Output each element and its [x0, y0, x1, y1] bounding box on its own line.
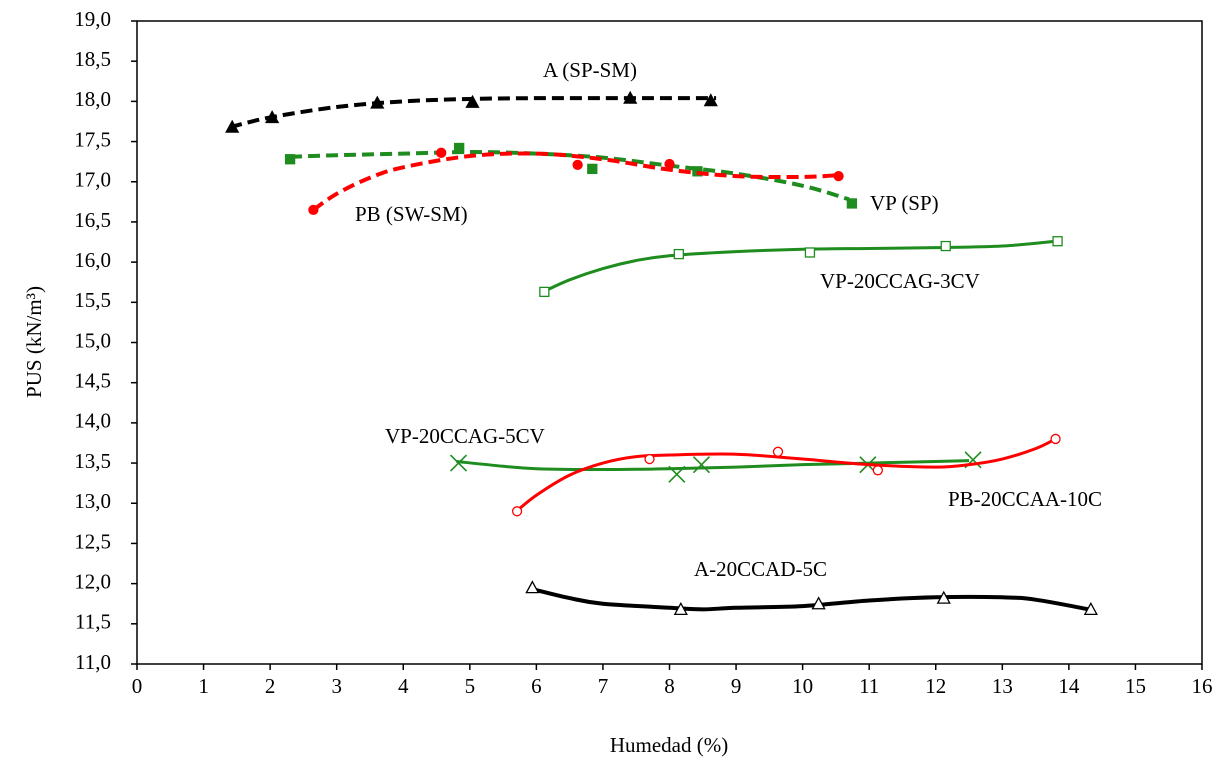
- fit-line: [229, 96, 717, 130]
- marker: [703, 93, 718, 107]
- fit-line: [529, 586, 1090, 612]
- marker: [572, 159, 583, 171]
- y-tick-label: 16,0: [74, 248, 111, 272]
- series-label: A (SP-SM): [543, 58, 637, 82]
- x-tick-label: 1: [198, 674, 209, 698]
- y-tick-label: 16,5: [74, 208, 111, 232]
- y-tick-label: 15,5: [74, 288, 111, 312]
- marker: [664, 158, 675, 170]
- marker: [1052, 236, 1063, 247]
- series-label: PB-20CCAA-10C: [948, 487, 1102, 511]
- marker: [308, 204, 319, 216]
- marker: [465, 94, 480, 108]
- marker: [872, 465, 883, 476]
- x-tick-label: 5: [465, 674, 476, 698]
- marker: [436, 147, 447, 158]
- x-tick-label: 12: [925, 674, 946, 698]
- marker: [644, 453, 655, 465]
- fit-line: [515, 437, 1057, 513]
- marker: [772, 446, 784, 457]
- marker: [449, 454, 468, 472]
- y-tick-label: 19,0: [74, 7, 111, 31]
- x-tick-label: 10: [792, 674, 813, 698]
- y-tick-label: 14,5: [74, 369, 111, 393]
- marker: [265, 110, 280, 124]
- x-axis-title: Humedad (%): [610, 733, 728, 757]
- fit-line: [456, 459, 970, 471]
- marker: [936, 590, 951, 604]
- marker: [587, 163, 598, 175]
- marker: [623, 90, 638, 104]
- marker: [673, 601, 688, 615]
- x-tick-label: 4: [398, 674, 409, 698]
- y-tick-label: 12,0: [74, 569, 111, 593]
- marker: [833, 170, 844, 182]
- x-tick-label: 11: [859, 674, 879, 698]
- marker: [668, 465, 686, 483]
- y-tick-label: 18,5: [74, 47, 111, 71]
- marker: [370, 95, 385, 109]
- y-tick-label: 11,5: [75, 610, 111, 634]
- marker: [511, 506, 523, 517]
- x-tick-label: 7: [598, 674, 609, 698]
- marker: [811, 596, 826, 610]
- series-label: VP-20CCAG-3CV: [820, 269, 980, 293]
- fit-line: [290, 150, 850, 202]
- marker: [804, 247, 816, 258]
- marker: [525, 580, 540, 594]
- marker: [673, 248, 684, 260]
- marker: [1050, 433, 1061, 445]
- x-tick-label: 0: [132, 674, 143, 698]
- fit-line: [542, 239, 1056, 294]
- plot-frame: [136, 20, 1203, 665]
- y-tick-label: 17,5: [74, 127, 111, 151]
- y-tick-label: 14,0: [74, 409, 111, 433]
- x-tick-label: 15: [1125, 674, 1146, 698]
- series-label: VP (SP): [870, 191, 939, 215]
- series-label: VP-20CCAG-5CV: [385, 424, 545, 448]
- marker: [940, 240, 951, 252]
- y-tick-label: 11,0: [75, 650, 111, 674]
- x-tick-label: 16: [1192, 674, 1213, 698]
- x-tick-label: 6: [531, 674, 542, 698]
- y-tick-label: 13,0: [74, 489, 111, 513]
- x-tick-label: 9: [731, 674, 742, 698]
- y-tick-label: 13,5: [74, 449, 111, 473]
- marker: [692, 456, 711, 474]
- marker: [225, 119, 240, 133]
- x-tick-label: 14: [1058, 674, 1080, 698]
- marker: [1083, 601, 1098, 615]
- series-label: PB (SW-SM): [355, 202, 468, 226]
- y-tick-label: 12,5: [74, 529, 111, 553]
- x-tick-label: 13: [992, 674, 1013, 698]
- y-tick-label: 17,0: [74, 168, 111, 192]
- x-tick-label: 3: [331, 674, 342, 698]
- marker: [846, 198, 858, 209]
- y-tick-label: 18,0: [74, 87, 111, 111]
- x-tick-label: 8: [664, 674, 675, 698]
- y-tick-label: 15,0: [74, 328, 111, 352]
- marker: [539, 286, 550, 298]
- y-axis-title: PUS (kN/m³): [22, 286, 46, 398]
- marker: [454, 142, 465, 154]
- series-label: A-20CCAD-5C: [694, 557, 827, 581]
- fit-line: [312, 151, 837, 212]
- x-tick-label: 2: [265, 674, 276, 698]
- marker: [284, 154, 296, 165]
